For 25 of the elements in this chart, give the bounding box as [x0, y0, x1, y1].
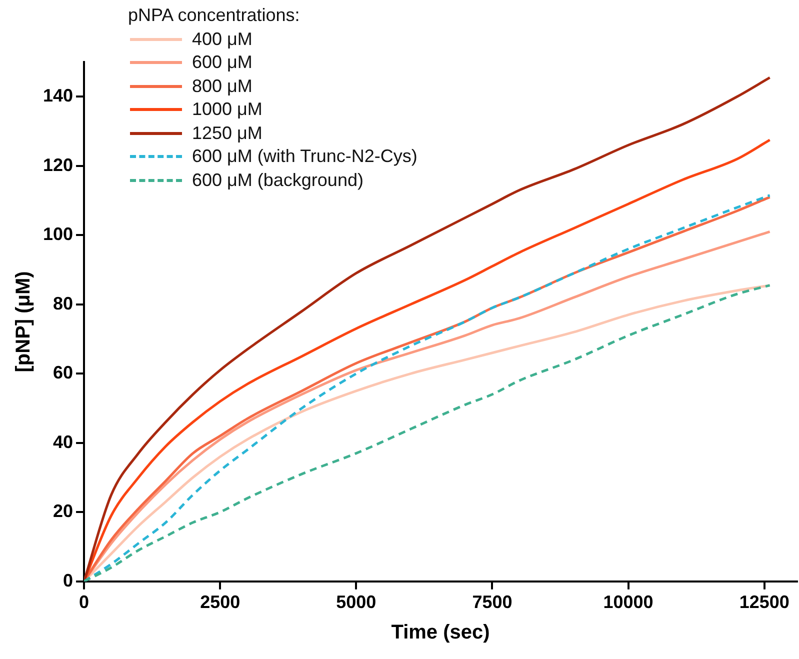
- legend-label: 600 μM (with Trunc-N2-Cys): [192, 145, 418, 168]
- y-tick-label: 100: [42, 224, 74, 244]
- legend-label: 600 μM: [192, 51, 252, 74]
- x-tick-label: 10000: [603, 592, 654, 612]
- legend-label: 1000 μM: [192, 98, 262, 121]
- legend-label: 600 μM (background): [192, 168, 364, 192]
- y-tick-label: 80: [53, 293, 74, 314]
- y-tick-label: 20: [53, 501, 74, 522]
- legend-title: pNPA concentrations:: [128, 4, 301, 27]
- y-tick-label: 0: [63, 570, 74, 590]
- legend-label: 800 μM: [192, 74, 252, 98]
- x-tick-label: 2500: [200, 592, 240, 612]
- legend-label: 400 μM: [192, 28, 252, 50]
- y-tick-label: 140: [42, 86, 74, 106]
- x-axis-title: Time (sec): [391, 622, 490, 644]
- y-tick-label: 40: [53, 432, 74, 452]
- x-tick-label: 7500: [472, 592, 512, 612]
- x-tick-label: 12500: [739, 592, 790, 612]
- x-tick-label: 0: [79, 592, 90, 612]
- line-series: [84, 284, 772, 582]
- y-tick-label: 120: [42, 154, 74, 175]
- y-tick-label: 60: [53, 362, 74, 383]
- y-axis-title: [pNP] (μM): [12, 271, 35, 372]
- x-tick-label: 5000: [336, 592, 376, 612]
- legend-label: 1250 μM: [192, 122, 262, 144]
